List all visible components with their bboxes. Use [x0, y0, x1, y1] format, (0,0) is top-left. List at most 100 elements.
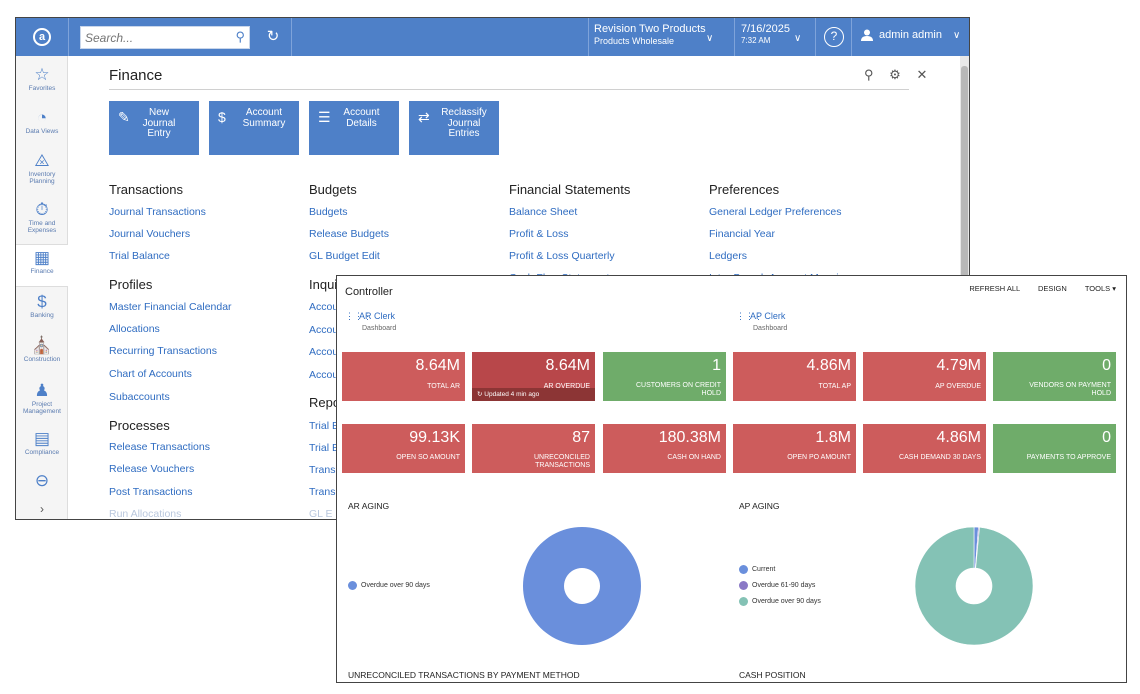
updated-status: ↻ Updated 4 min ago [472, 388, 595, 401]
chevron-down-icon[interactable]: ∨ [794, 33, 802, 44]
cash-position-title: CASH POSITION [739, 670, 806, 680]
link-subaccounts[interactable]: Subaccounts [109, 391, 170, 403]
link-profit-loss[interactable]: Profit & Loss [509, 228, 569, 240]
link-ledgers[interactable]: Ledgers [709, 250, 747, 262]
link-inquiry[interactable]: Accou [309, 346, 339, 358]
tile-reclassify-journal-entries[interactable]: ⇄ Reclassify Journal Entries [409, 101, 499, 155]
search-input[interactable] [81, 27, 221, 48]
ap-clerk-link[interactable]: ⋮⋮⋮ AP Clerk Dashboard [736, 311, 787, 332]
kpi-unreconciled-transactions[interactable]: 87 UNRECONCILED TRANSACTIONS [472, 424, 595, 473]
link-financial-year[interactable]: Financial Year [709, 228, 775, 240]
kpi-total-ar[interactable]: 8.64M TOTAL AR [342, 352, 465, 401]
sidebar-item-construction[interactable]: ⛪ Construction [16, 333, 68, 376]
link-report[interactable]: Trans [309, 486, 336, 498]
sidebar-item-data-views[interactable]: ◔ Data Views [16, 105, 68, 148]
link-recurring-transactions[interactable]: Recurring Transactions [109, 345, 217, 357]
link-trial-balance[interactable]: Trial Balance [109, 250, 170, 262]
user-icon [861, 29, 873, 42]
link-gl-preferences[interactable]: General Ledger Preferences [709, 206, 842, 218]
tile-account-summary[interactable]: $ Account Summary [209, 101, 299, 155]
sidebar-item-banking[interactable]: $ Banking [16, 289, 68, 332]
legend-label: Overdue over 90 days [752, 598, 821, 605]
search-icon[interactable]: ⚲ [235, 29, 245, 44]
link-allocations[interactable]: Allocations [109, 323, 160, 335]
kpi-value: 8.64M [415, 357, 460, 374]
kpi-open-so-amount[interactable]: 99.13K OPEN SO AMOUNT [342, 424, 465, 473]
sidebar-item-time-expenses[interactable]: ⏱ Time and Expenses [16, 197, 68, 240]
help-icon[interactable]: ? [824, 27, 844, 47]
link-budgets[interactable]: Budgets [309, 206, 348, 218]
sidebar-item-compliance[interactable]: ▤ Compliance [16, 426, 68, 469]
scroll-thumb[interactable] [961, 66, 968, 286]
updated-text: Updated 4 min ago [484, 391, 540, 398]
pin-icon[interactable]: ⚲ [864, 67, 874, 82]
link-inquiry[interactable]: Accou [309, 301, 339, 313]
kpi-open-po-amount[interactable]: 1.8M OPEN PO AMOUNT [733, 424, 856, 473]
legend-dot [739, 580, 748, 590]
app-logo[interactable]: a [16, 18, 68, 56]
chevron-down-icon[interactable]: ∨ [706, 33, 714, 44]
history-icon[interactable]: ↻ [266, 28, 280, 45]
kpi-customers-credit-hold[interactable]: 1 CUSTOMERS ON CREDIT HOLD [603, 352, 726, 401]
chevron-right-icon[interactable]: › [40, 502, 44, 516]
link-inquiry[interactable]: Accou [309, 324, 339, 336]
legend-item[interactable]: Overdue 61-90 days [739, 578, 821, 594]
link-gl-budget-edit[interactable]: GL Budget Edit [309, 250, 380, 262]
kpi-cash-on-hand[interactable]: 180.38M CASH ON HAND [603, 424, 726, 473]
link-balance-sheet[interactable]: Balance Sheet [509, 206, 578, 218]
ar-clerk-link[interactable]: ⋮⋮⋮ AR Clerk Dashboard [345, 311, 396, 332]
tile-account-details[interactable]: ☰ Account Details [309, 101, 399, 155]
kpi-ar-overdue[interactable]: 8.64M AR OVERDUE ↻ Updated 4 min ago [472, 352, 595, 401]
design-button[interactable]: DESIGN [1038, 284, 1067, 293]
kpi-vendors-payment-hold[interactable]: 0 VENDORS ON PAYMENT HOLD [993, 352, 1116, 401]
close-icon[interactable]: ✕ [916, 67, 928, 82]
tile-new-journal-entry[interactable]: ✎ New Journal Entry [109, 101, 199, 155]
legend-item[interactable]: Current [739, 562, 821, 578]
legend-item[interactable]: Overdue over 90 days [739, 594, 821, 610]
link-post-transactions[interactable]: Post Transactions [109, 486, 193, 498]
gear-icon[interactable]: ⚙ [889, 67, 901, 82]
date-selector[interactable]: 7/16/2025 7:32 AM [741, 23, 815, 53]
kpi-ap-overdue[interactable]: 4.79M AP OVERDUE [863, 352, 986, 401]
edit-icon: ✎ [118, 109, 130, 125]
sidebar-item-inventory-planning[interactable]: ⨻ Inventory Planning [16, 148, 68, 191]
sidebar-item-more[interactable]: ⊖ [16, 468, 68, 496]
link-journal-transactions[interactable]: Journal Transactions [109, 206, 206, 218]
link-inquiry[interactable]: Accou [309, 369, 339, 381]
link-chart-of-accounts[interactable]: Chart of Accounts [109, 368, 192, 380]
link-release-transactions[interactable]: Release Transactions [109, 441, 210, 453]
pie-slice-overdue-over-90-days[interactable] [914, 526, 1034, 646]
link-report[interactable]: Trans [309, 464, 336, 476]
link-release-vouchers[interactable]: Release Vouchers [109, 463, 195, 475]
legend-item[interactable]: Overdue over 90 days [348, 578, 430, 594]
ap-aging-chart[interactable] [914, 526, 1034, 646]
kpi-value: 8.64M [545, 357, 590, 374]
link-report[interactable]: GL E [309, 508, 333, 520]
kpi-label: OPEN SO AMOUNT [396, 454, 460, 461]
kpi-cash-demand-30-days[interactable]: 4.86M CASH DEMAND 30 DAYS [863, 424, 986, 473]
link-report[interactable]: Trial B [309, 420, 339, 432]
sidebar-item-favorites[interactable]: ☆ Favorites [16, 62, 68, 105]
link-run-allocations[interactable]: Run Allocations [109, 508, 182, 520]
company-selector[interactable]: Revision Two Products Products Wholesale [594, 23, 734, 53]
refresh-all-button[interactable]: REFRESH ALL [969, 284, 1020, 293]
kpi-payments-to-approve[interactable]: 0 PAYMENTS TO APPROVE [993, 424, 1116, 473]
kpi-total-ap[interactable]: 4.86M TOTAL AP [733, 352, 856, 401]
user-menu[interactable]: admin admin ∨ [861, 29, 969, 47]
pie-slice-overdue-over-90-days[interactable] [522, 527, 641, 645]
list-icon: ☰ [318, 109, 331, 125]
branch-name: Products Wholesale [594, 36, 675, 46]
link-profit-loss-quarterly[interactable]: Profit & Loss Quarterly [509, 250, 615, 262]
ar-aging-chart[interactable] [522, 526, 642, 646]
search-box[interactable]: ⚲ [80, 26, 250, 49]
dollar-icon: $ [37, 292, 47, 311]
link-report[interactable]: Trial B [309, 442, 339, 454]
link-journal-vouchers[interactable]: Journal Vouchers [109, 228, 191, 240]
sidebar-item-finance[interactable]: ▦ Finance [16, 244, 68, 287]
sidebar-item-project-management[interactable]: ♟ Project Management [16, 378, 68, 421]
link-master-financial-calendar[interactable]: Master Financial Calendar [109, 301, 232, 313]
link-release-budgets[interactable]: Release Budgets [309, 228, 389, 240]
kpi-label: CUSTOMERS ON CREDIT HOLD [635, 382, 721, 397]
tools-button[interactable]: TOOLS ▾ [1084, 284, 1116, 293]
kpi-label: TOTAL AP [818, 383, 851, 390]
